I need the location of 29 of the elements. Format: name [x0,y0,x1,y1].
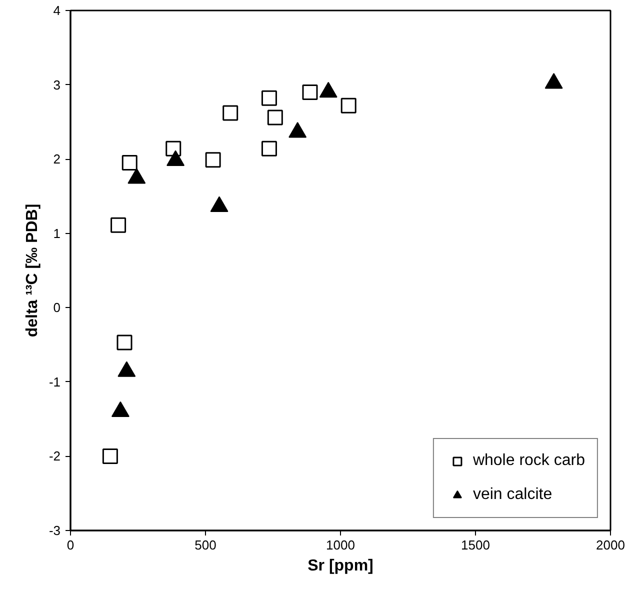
y-tick-label: -1 [48,374,61,390]
x-tick-label: 500 [194,538,216,552]
x-tick-label: 0 [66,538,74,552]
x-tick-label: 1500 [461,538,490,552]
legend-label: vein calcite [472,486,552,504]
y-tick-label: 3 [53,77,61,92]
x-tick-label: 2000 [596,538,625,552]
point [110,217,126,233]
point [102,448,118,464]
y-tick-label: -3 [48,523,61,538]
point [222,105,238,121]
point [302,84,318,100]
point [340,98,356,114]
y-tick-label: 1 [53,226,61,241]
legend-label: whole rock carb [472,452,585,470]
point [267,110,283,126]
x-axis-title: Sr [ppm] [308,558,374,574]
x-tick-label: 1000 [326,538,355,552]
y-tick-label: 4 [53,3,61,18]
point [166,140,182,156]
y-tick-label: 0 [53,300,61,316]
point [205,152,221,168]
y-tick-label: 2 [53,152,61,167]
point [122,155,138,171]
y-tick-label: -2 [48,448,61,464]
point [261,140,277,156]
y-axis-title: delta ¹³C [‰ PDB] [24,204,41,338]
point [261,90,277,106]
point [116,334,132,350]
